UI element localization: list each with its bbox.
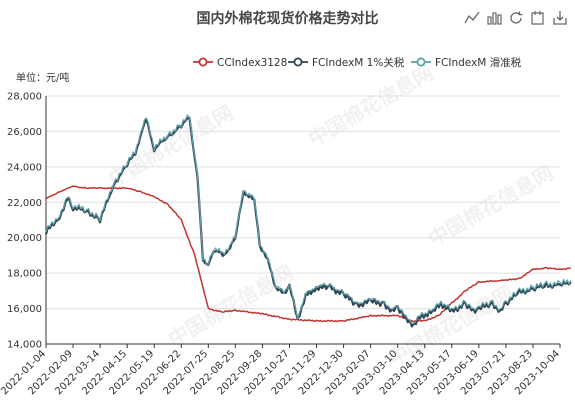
refresh-icon[interactable] <box>507 9 525 27</box>
y-tick-label: 20,000 <box>7 233 42 244</box>
series-line-2 <box>44 116 572 328</box>
y-tick-label: 14,000 <box>7 340 42 351</box>
data-view-icon[interactable] <box>529 9 547 27</box>
line-switch-icon[interactable] <box>463 9 481 27</box>
save-image-icon[interactable] <box>551 9 569 27</box>
chart-title: 国内外棉花现货价格走势对比 <box>196 11 379 27</box>
legend-swatch-marker <box>198 57 208 67</box>
bar-switch-icon[interactable] <box>485 9 503 27</box>
series-line-1 <box>45 185 572 323</box>
legend-label: FCIndexM 滑准税 <box>435 56 522 69</box>
legend-swatch-marker <box>416 57 426 67</box>
y-tick-label: 22,000 <box>7 198 42 209</box>
series-line-3 <box>45 114 572 325</box>
legend-label: FCIndexM 1%关税 <box>312 56 405 69</box>
legend-swatch-marker <box>293 57 303 67</box>
y-tick-label: 18,000 <box>7 269 42 280</box>
y-axis-label: 单位：元/吨 <box>16 71 69 84</box>
y-tick-label: 16,000 <box>7 304 42 315</box>
y-tick-label: 24,000 <box>7 162 42 173</box>
chart-toolbox <box>463 9 569 27</box>
y-tick-label: 28,000 <box>7 92 42 103</box>
legend-label: CCIndex3128 <box>217 57 287 69</box>
y-tick-label: 26,000 <box>7 127 42 138</box>
